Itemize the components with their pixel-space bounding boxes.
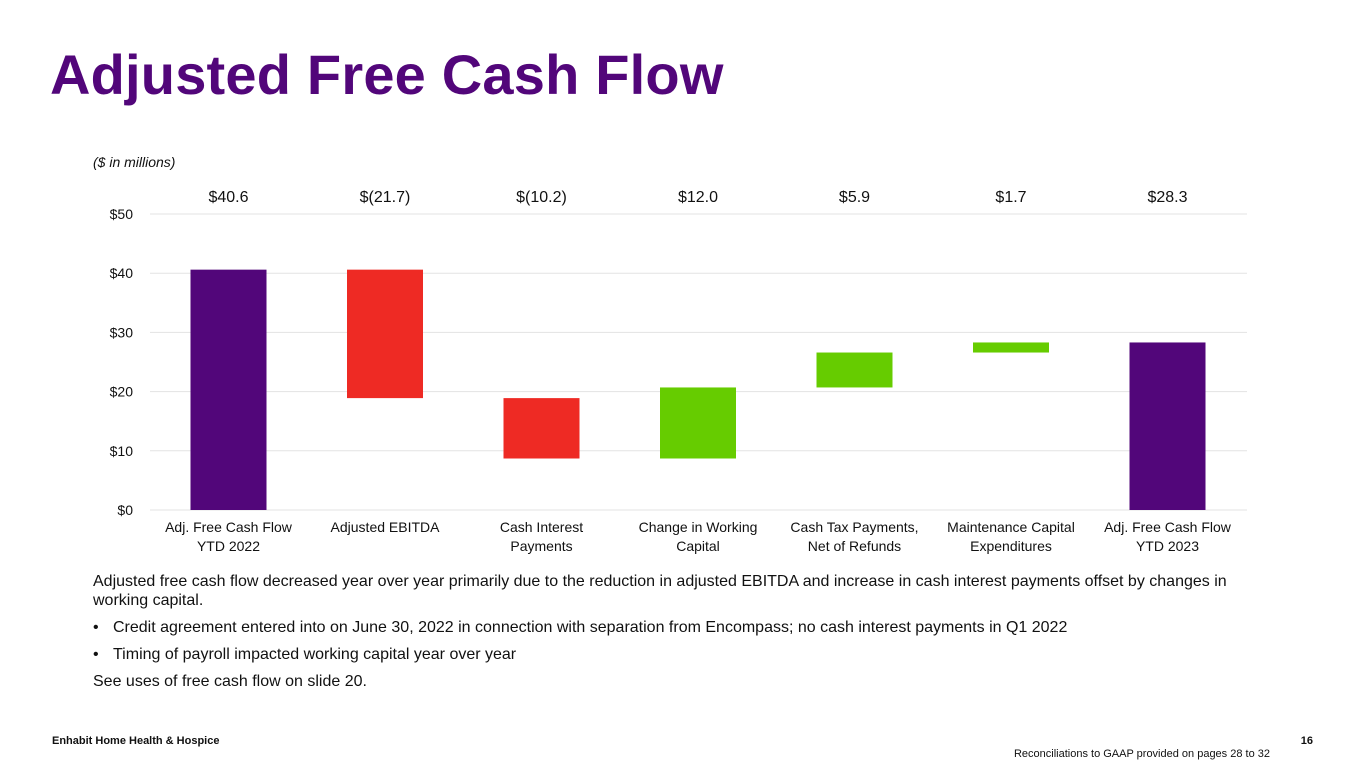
bar-decrease [347, 269, 423, 399]
x-tick-label: Payments [510, 538, 572, 554]
bar-total [190, 269, 267, 510]
x-tick-label: Cash Tax Payments, [790, 519, 918, 535]
bar-increase [816, 352, 893, 388]
footer-company: Enhabit Home Health & Hospice [52, 735, 220, 747]
x-tick-label: Expenditures [970, 538, 1052, 554]
data-label: $12.0 [678, 189, 718, 206]
x-tick-label: Cash Interest [500, 519, 583, 535]
commentary-bullet: • Timing of payroll impacted working cap… [93, 645, 1243, 664]
data-label: $(10.2) [516, 189, 567, 206]
waterfall-chart: $0 $10 $20 $30 $40 $50 $40.6 Adj. Free Cash Flo… [110, 189, 1247, 554]
footer-note: Reconciliations to GAAP provided on page… [1013, 748, 1270, 760]
page-number: 16 [1300, 735, 1313, 747]
x-tick-label: Adj. Free Cash Flow [165, 519, 293, 535]
y-tick-label: $40 [110, 265, 134, 281]
bullet-icon: • [93, 619, 99, 636]
page-title: Adjusted Free Cash Flow [50, 43, 724, 106]
commentary: Adjusted free cash flow decreased year o… [93, 572, 1243, 699]
y-tick-label: $30 [110, 324, 134, 340]
y-tick-label: $20 [110, 384, 134, 400]
bar-decrease [503, 398, 580, 459]
bar-total [1129, 342, 1206, 510]
bullet-text: Timing of payroll impacted working capit… [113, 646, 517, 663]
x-tick-label: Capital [676, 538, 720, 554]
bullet-text: Credit agreement entered into on June 30… [113, 619, 1068, 636]
x-tick-label: Adjusted EBITDA [331, 519, 441, 535]
data-label: $40.6 [208, 189, 248, 206]
x-tick-label: YTD 2022 [197, 538, 260, 554]
data-label: $28.3 [1147, 189, 1187, 206]
data-label: $1.7 [995, 189, 1026, 206]
bar-increase [973, 342, 1049, 353]
x-tick-label: Maintenance Capital [947, 519, 1075, 535]
data-label: $5.9 [839, 189, 870, 206]
y-tick-label: $50 [110, 206, 134, 222]
units-note: ($ in millions) [93, 154, 176, 170]
commentary-summary: Adjusted free cash flow decreased year o… [93, 573, 1227, 609]
y-tick-label: $10 [110, 443, 134, 459]
commentary-bullet: • Credit agreement entered into on June … [93, 618, 1243, 637]
bullet-icon: • [93, 646, 99, 663]
x-tick-label: Net of Refunds [808, 538, 901, 554]
data-label: $(21.7) [360, 189, 411, 206]
x-tick-label: Change in Working [639, 519, 758, 535]
x-tick-label: YTD 2023 [1136, 538, 1199, 554]
y-tick-label: $0 [117, 502, 133, 518]
bar-increase [660, 387, 736, 459]
commentary-closing: See uses of free cash flow on slide 20. [93, 673, 367, 690]
x-tick-label: Adj. Free Cash Flow [1104, 519, 1232, 535]
